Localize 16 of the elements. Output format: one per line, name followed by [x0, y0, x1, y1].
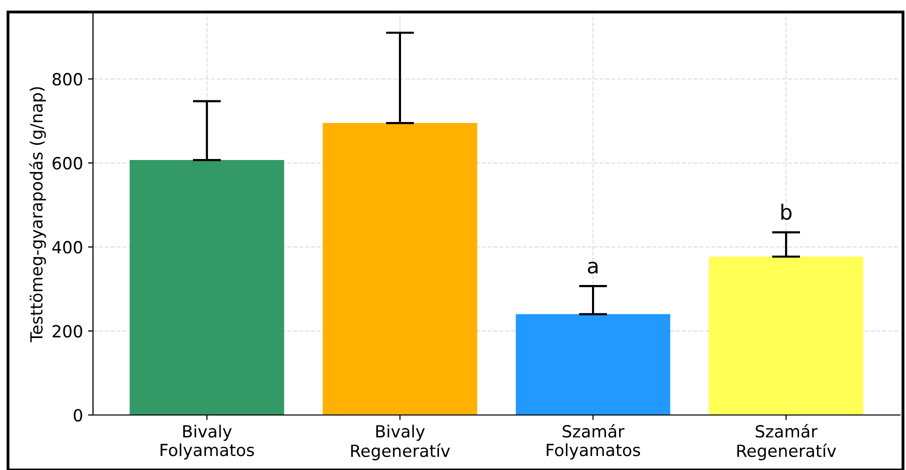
y-axis-title: Testtömeg-gyarapodás (g/nap): [29, 87, 46, 342]
y-tick-label: 600: [52, 156, 82, 170]
x-tick-label: Szamár Regeneratív: [737, 424, 836, 460]
x-tick-label: Bivaly Regeneratív: [351, 424, 450, 460]
y-tick-label: 200: [52, 324, 82, 338]
annotation: b: [781, 204, 792, 220]
y-tick-label: 0: [74, 408, 82, 422]
y-tick-label: 800: [52, 72, 82, 86]
bar: [516, 314, 670, 415]
y-tick-label: 400: [52, 240, 82, 254]
bar: [322, 123, 478, 415]
bar: [130, 160, 284, 415]
x-tick-label: Bivaly Folyamatos: [160, 424, 254, 460]
bar: [708, 256, 864, 415]
annotation: a: [588, 262, 598, 274]
x-tick-label: Szamár Folyamatos: [546, 424, 640, 460]
